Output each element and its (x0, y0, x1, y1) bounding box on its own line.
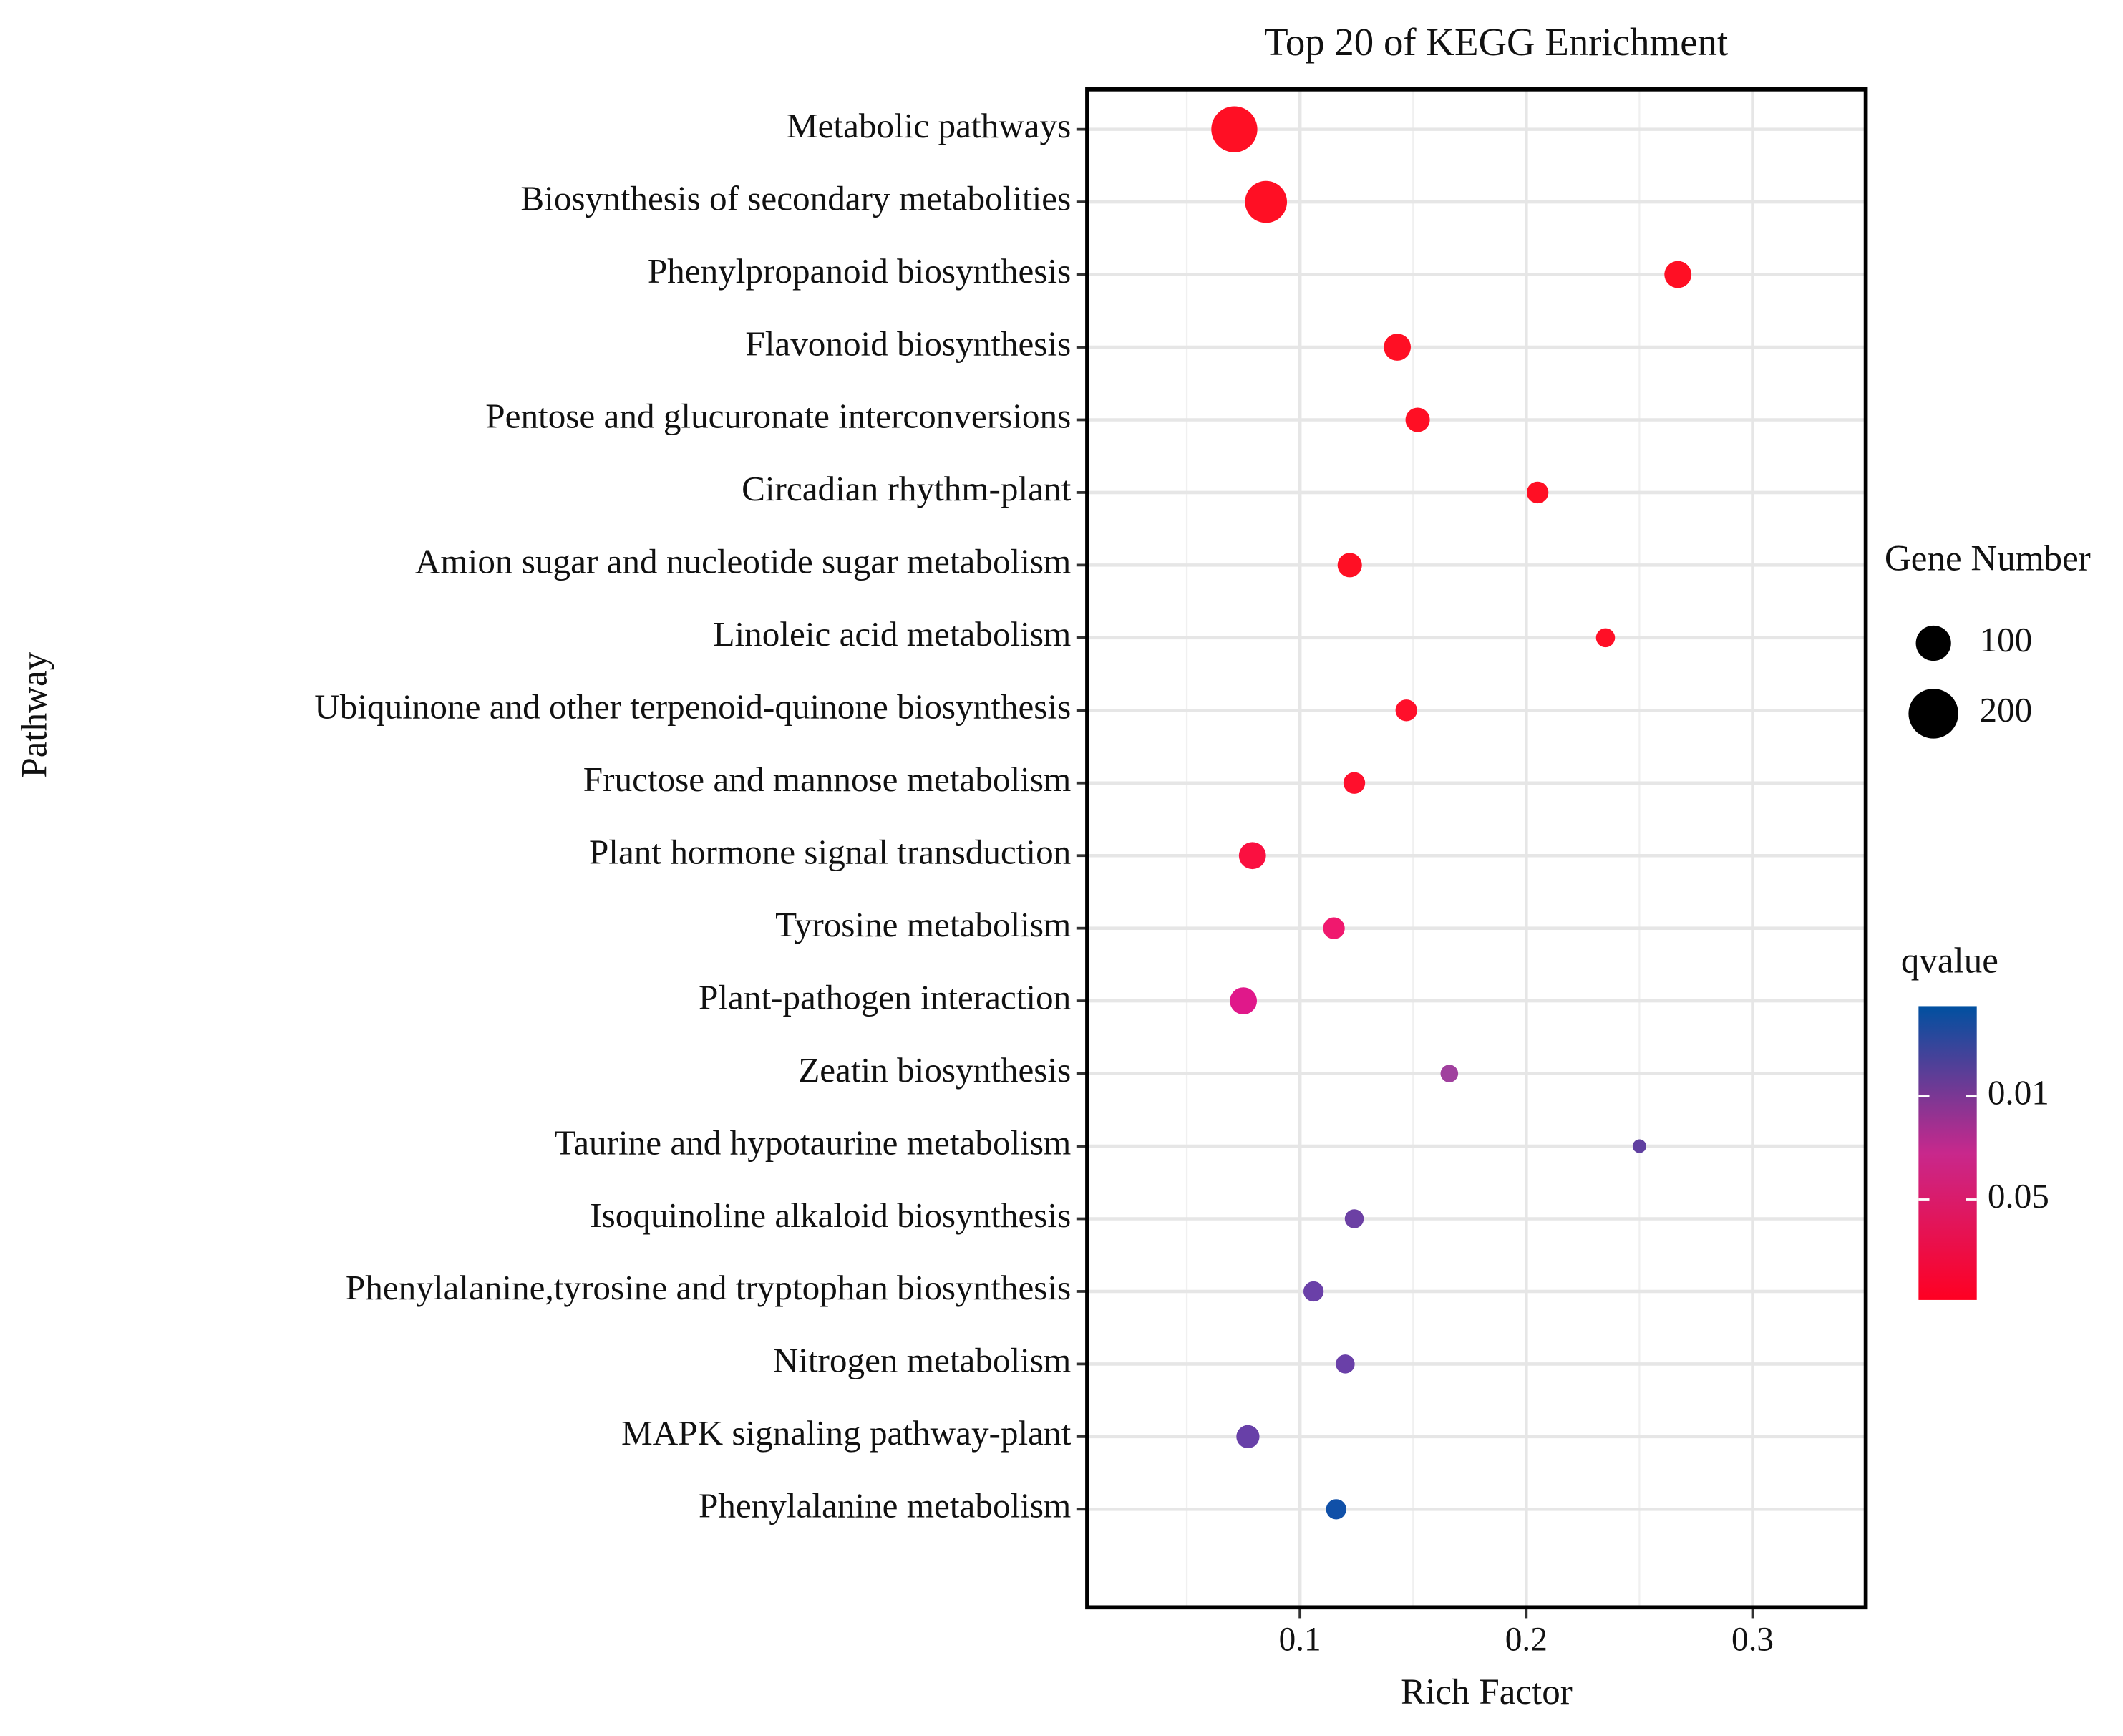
y-axis-label: Pathway (14, 651, 55, 777)
size-legend-title: Gene Number (1885, 538, 2091, 579)
chart-title: Top 20 of KEGG Enrichment (1264, 20, 1728, 64)
y-tick-label: Taurine and hypotaurine metabolism (555, 1122, 1072, 1162)
point (1303, 1281, 1324, 1302)
point (1326, 1499, 1346, 1520)
point (1238, 842, 1266, 870)
size-legend-key (1915, 625, 1951, 661)
y-tick-label: Amion sugar and nucleotide sugar metabol… (415, 542, 1071, 581)
y-tick-label: Isoquinoline alkaloid biosynthesis (590, 1196, 1071, 1235)
point (1323, 917, 1345, 939)
point (1236, 1425, 1260, 1449)
y-tick-label: Biosynthesis of secondary metabolities (520, 178, 1071, 218)
y-tick-label: Metabolic pathways (787, 106, 1071, 145)
x-tick-label: 0.3 (1731, 1621, 1774, 1658)
size-legend-label: 200 (1979, 690, 2032, 729)
point (1664, 261, 1692, 288)
point (1343, 772, 1366, 794)
point (1230, 987, 1257, 1015)
point (1344, 1209, 1364, 1228)
size-legend-label: 100 (1979, 620, 2032, 659)
y-tick-label: Nitrogen metabolism (773, 1341, 1072, 1380)
point (1405, 407, 1430, 432)
point (1245, 180, 1288, 223)
y-tick-label: Plant hormone signal transduction (589, 832, 1071, 871)
x-axis-label: Rich Factor (1401, 1672, 1573, 1712)
y-tick-label: Pentose and glucuronate interconversions (485, 397, 1071, 436)
point (1632, 1139, 1646, 1153)
point (1440, 1065, 1459, 1082)
y-tick-label: Flavonoid biosynthesis (745, 324, 1071, 363)
x-tick-label: 0.1 (1279, 1621, 1321, 1658)
y-tick-label: Plant-pathogen interaction (699, 977, 1071, 1017)
size-legend-key (1908, 689, 1958, 739)
point (1595, 628, 1616, 648)
color-legend-title: qvalue (1901, 941, 1998, 981)
y-tick-label: Tyrosine metabolism (775, 905, 1071, 944)
x-tick-label: 0.2 (1505, 1621, 1548, 1658)
y-tick-label: Fructose and mannose metabolism (583, 760, 1071, 799)
point (1395, 699, 1417, 722)
y-tick-label: Linoleic acid metabolism (713, 614, 1071, 654)
point (1336, 1354, 1355, 1374)
point (1211, 106, 1258, 152)
y-tick-label: Zeatin biosynthesis (798, 1050, 1071, 1090)
y-tick-label: Circadian rhythm-plant (742, 469, 1072, 508)
y-tick-label: Phenylalanine metabolism (699, 1486, 1071, 1526)
y-tick-label: Phenylpropanoid biosynthesis (648, 251, 1071, 291)
point (1384, 334, 1411, 361)
colorbar-label: 0.05 (1988, 1176, 2049, 1216)
colorbar (1918, 1006, 1977, 1300)
y-tick-label: MAPK signaling pathway-plant (621, 1413, 1072, 1453)
colorbar-label: 0.01 (1988, 1073, 2049, 1112)
y-tick-label: Ubiquinone and other terpenoid-quinone b… (314, 687, 1071, 727)
point (1337, 553, 1362, 578)
y-tick-label: Phenylalanine,tyrosine and tryptophan bi… (346, 1268, 1071, 1307)
point (1526, 481, 1549, 504)
plot-frame (1085, 87, 1868, 1610)
